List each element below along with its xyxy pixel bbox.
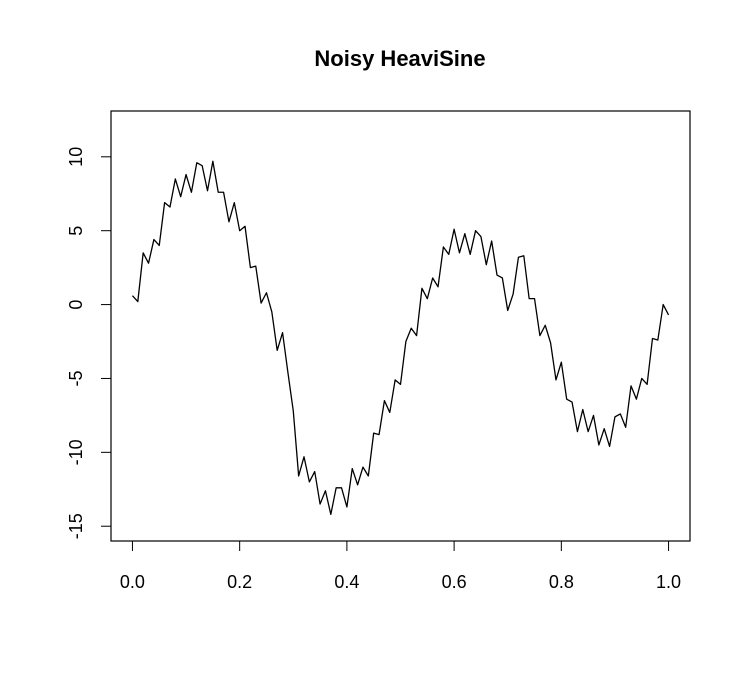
plot-box (110, 110, 691, 542)
y-tick-label: 5 (66, 226, 86, 236)
y-tick-label: -15 (66, 513, 86, 539)
x-tick-label: 0.8 (549, 572, 574, 592)
data-line (131, 160, 670, 516)
chart-title: Noisy HeaviSine (314, 46, 485, 71)
x-tick-label: 0.2 (227, 572, 252, 592)
x-tick-label: 0.6 (442, 572, 467, 592)
y-tick-label: -5 (66, 370, 86, 386)
x-tick-label: 1.0 (656, 572, 681, 592)
y-tick-label: 0 (66, 300, 86, 310)
x-tick-label: 0.4 (334, 572, 359, 592)
y-tick-label: 10 (66, 147, 86, 167)
x-tick-label: 0.0 (120, 572, 145, 592)
y-tick-label: -10 (66, 439, 86, 465)
